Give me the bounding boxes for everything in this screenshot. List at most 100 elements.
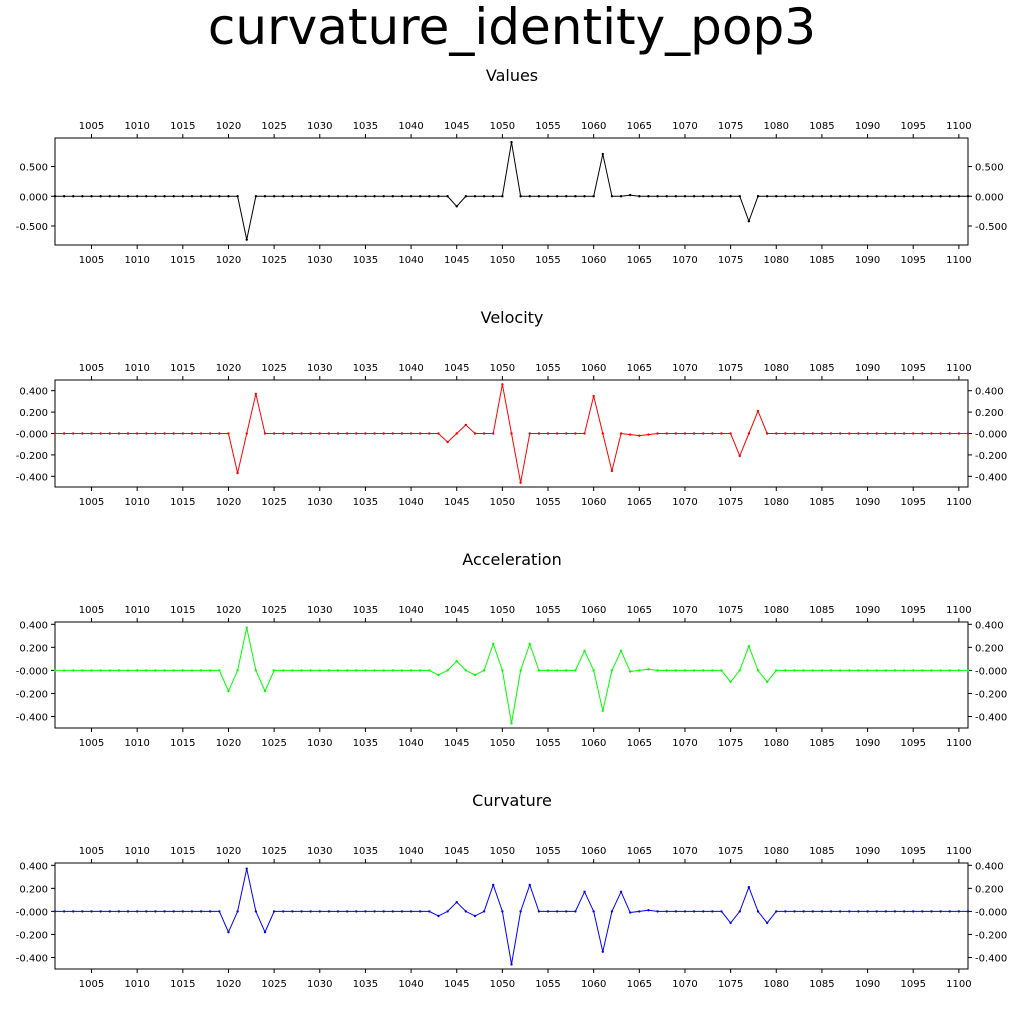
- data-point: [126, 195, 130, 198]
- data-point: [355, 669, 358, 672]
- x-tick-label-top: 1050: [490, 363, 515, 374]
- data-point: [555, 669, 559, 672]
- data-point: [382, 195, 385, 198]
- x-tick-label-top: 1025: [261, 605, 286, 616]
- data-point: [838, 669, 842, 672]
- data-point: [437, 673, 440, 677]
- data-point: [62, 432, 66, 435]
- data-point: [318, 432, 321, 435]
- y-tick-label-right: 0.400: [975, 387, 1004, 398]
- data-point: [528, 642, 531, 646]
- y-tick-label-right: -0.400: [975, 953, 1007, 964]
- x-tick-label-top: 1070: [672, 605, 697, 616]
- data-point: [327, 669, 331, 672]
- data-point: [209, 910, 212, 913]
- data-point: [893, 432, 897, 435]
- data-point: [555, 195, 559, 198]
- data-point: [765, 195, 769, 198]
- x-tick-label-bottom: 1015: [170, 255, 195, 266]
- data-point: [145, 195, 148, 198]
- data-point: [592, 910, 595, 913]
- x-tick-label-bottom: 1020: [216, 255, 241, 266]
- x-tick-label-top: 1030: [307, 363, 332, 374]
- data-point: [391, 910, 395, 913]
- data-point: [492, 883, 495, 887]
- x-tick-label-top: 1080: [764, 846, 789, 857]
- x-tick-label-top: 1075: [718, 846, 743, 857]
- x-tick-label-bottom: 1075: [718, 497, 743, 508]
- data-point: [199, 432, 203, 435]
- x-tick-label-bottom: 1025: [261, 979, 286, 990]
- x-tick-label-top: 1030: [307, 121, 332, 132]
- y-tick-label-left: 0.200: [19, 643, 48, 654]
- data-point: [702, 669, 705, 672]
- data-point: [345, 669, 349, 672]
- data-point: [263, 689, 267, 693]
- data-point: [720, 669, 723, 672]
- data-point: [409, 195, 413, 198]
- x-tick-label-top: 1090: [855, 846, 880, 857]
- data-point: [802, 195, 805, 198]
- data-point: [537, 195, 541, 198]
- x-tick-label-bottom: 1050: [490, 255, 515, 266]
- x-tick-label-bottom: 1095: [900, 979, 925, 990]
- data-point: [254, 392, 258, 396]
- data-point: [154, 669, 157, 672]
- x-tick-label-bottom: 1045: [444, 738, 469, 749]
- data-point: [181, 195, 185, 198]
- data-point: [135, 195, 139, 198]
- x-tick-label-top: 1045: [444, 121, 469, 132]
- data-point: [711, 910, 714, 913]
- data-point: [437, 432, 440, 435]
- data-point: [190, 432, 194, 435]
- x-tick-label-top: 1055: [535, 605, 560, 616]
- x-tick-label-top: 1005: [79, 363, 104, 374]
- data-point: [738, 195, 741, 198]
- data-point: [181, 669, 185, 672]
- x-tick-label-bottom: 1020: [216, 979, 241, 990]
- data-point: [966, 195, 970, 198]
- x-tick-label-top: 1020: [216, 121, 241, 132]
- data-point: [884, 195, 888, 198]
- x-tick-label-top: 1030: [307, 846, 332, 857]
- x-tick-label-top: 1015: [170, 363, 195, 374]
- y-tick-label-left: -0.000: [16, 666, 48, 677]
- data-point: [619, 649, 623, 652]
- x-tick-label-bottom: 1075: [718, 255, 743, 266]
- data-point: [921, 432, 924, 435]
- data-point: [446, 195, 449, 198]
- data-point: [400, 669, 404, 672]
- x-tick-label-top: 1005: [79, 121, 104, 132]
- data-point: [72, 432, 75, 435]
- data-point: [135, 432, 139, 435]
- data-point: [829, 432, 833, 435]
- data-point: [702, 910, 705, 913]
- data-point: [537, 910, 541, 913]
- data-point: [948, 669, 951, 672]
- x-tick-label-top: 1035: [353, 605, 378, 616]
- x-tick-label-bottom: 1090: [855, 497, 880, 508]
- data-point: [437, 195, 440, 198]
- data-point: [391, 432, 395, 435]
- data-point: [656, 669, 659, 672]
- data-point: [820, 910, 824, 913]
- y-tick-label-right: -0.500: [975, 222, 1007, 233]
- data-point: [218, 669, 221, 672]
- x-tick-label-bottom: 1090: [855, 738, 880, 749]
- x-tick-label-bottom: 1015: [170, 497, 195, 508]
- data-point: [373, 195, 376, 198]
- data-point: [345, 910, 349, 913]
- data-point: [702, 195, 705, 198]
- y-tick-label-right: 0.500: [975, 163, 1004, 174]
- data-point: [692, 669, 696, 672]
- x-tick-label-top: 1090: [855, 121, 880, 132]
- x-tick-label-top: 1075: [718, 363, 743, 374]
- data-point: [921, 910, 924, 913]
- data-point: [765, 921, 769, 925]
- x-tick-label-top: 1080: [764, 121, 789, 132]
- data-point: [628, 911, 632, 914]
- data-point: [775, 432, 778, 435]
- x-tick-label-top: 1040: [398, 121, 423, 132]
- x-tick-label-bottom: 1075: [718, 979, 743, 990]
- data-point: [683, 432, 687, 435]
